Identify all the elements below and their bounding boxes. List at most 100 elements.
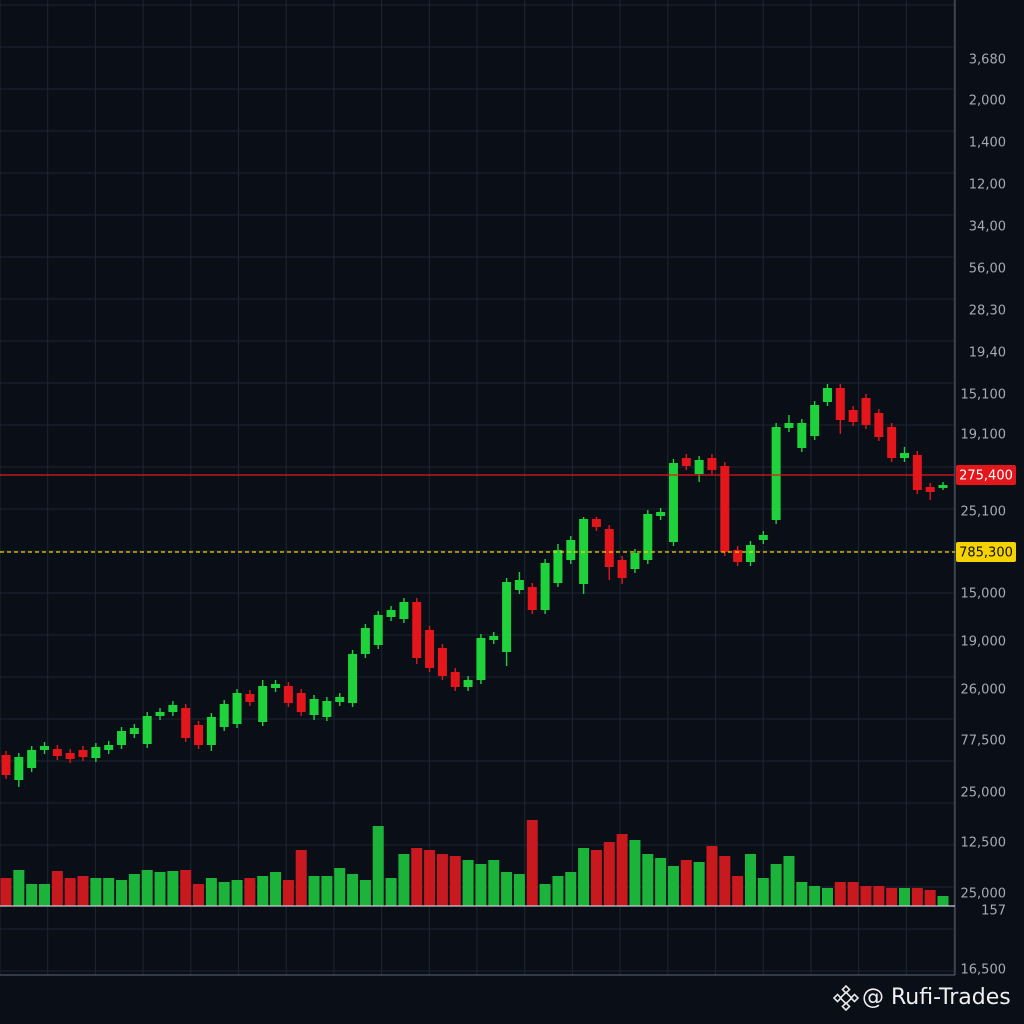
- volume-bar: [334, 868, 346, 906]
- candle-body: [707, 458, 717, 470]
- price-axis-label: 157: [981, 904, 1006, 919]
- candle-body: [733, 550, 743, 562]
- volume-bar: [501, 872, 513, 906]
- volume-bar: [590, 850, 602, 906]
- candle-body: [309, 699, 319, 715]
- candle-body: [65, 753, 75, 759]
- candle-body: [604, 529, 614, 567]
- volume-bar: [924, 890, 936, 906]
- price-axis-label: 16,500: [961, 963, 1007, 978]
- candle-body: [450, 672, 460, 687]
- candle-body: [694, 460, 704, 474]
- volume-bar: [26, 884, 38, 906]
- candle-body: [797, 423, 807, 448]
- candle-body: [899, 453, 909, 458]
- volume-bar: [0, 878, 12, 906]
- candle-body: [206, 717, 216, 745]
- volume-bar: [154, 872, 166, 906]
- candle-body: [283, 686, 293, 703]
- price-axis-label: 28,30: [969, 304, 1006, 319]
- candle-body: [553, 550, 563, 583]
- volume-bar: [757, 878, 769, 906]
- volume-bar: [308, 876, 320, 906]
- candle-body: [40, 746, 50, 750]
- candle-body: [258, 686, 268, 722]
- candle-body: [643, 514, 653, 560]
- candle-body: [335, 697, 345, 702]
- watermark-text: @ Rufi-Trades: [862, 985, 1011, 1010]
- volume-bar: [796, 882, 808, 906]
- candle-body: [104, 745, 114, 750]
- volume-bar: [834, 882, 846, 906]
- volume-bar: [526, 820, 538, 906]
- candle-body: [360, 628, 370, 654]
- candle-body: [232, 693, 242, 724]
- price-axis-label: 15,100: [961, 388, 1007, 403]
- candle-body: [78, 750, 88, 757]
- price-badge: [956, 542, 1016, 562]
- volume-bar: [744, 854, 756, 906]
- candle-body: [527, 587, 537, 610]
- candle-body: [489, 636, 499, 640]
- volume-bar: [693, 862, 705, 906]
- price-badge-label: 275,400: [959, 469, 1013, 484]
- candle-body: [322, 701, 332, 717]
- candle-body: [758, 535, 768, 540]
- volume-bar: [359, 880, 371, 906]
- volume-bar: [116, 880, 128, 906]
- price-axis-label: 15,000: [961, 587, 1007, 602]
- candle-body: [822, 388, 832, 402]
- candle-body: [861, 398, 871, 425]
- candle-body: [155, 712, 165, 716]
- price-badge: [956, 465, 1016, 485]
- volume-bar: [321, 876, 333, 906]
- candle-body: [912, 455, 922, 490]
- volume-bar: [141, 870, 153, 906]
- volume-bar: [475, 864, 487, 906]
- volume-bar: [886, 888, 898, 906]
- price-axis-label: 19,40: [969, 346, 1006, 361]
- volume-bar: [103, 878, 115, 906]
- candle-body: [219, 704, 229, 727]
- volume-bar: [398, 854, 410, 906]
- volume-bar: [578, 848, 590, 906]
- volume-bar: [411, 848, 423, 906]
- volume-bar: [706, 846, 718, 906]
- candle-body: [296, 693, 306, 712]
- candle-body: [668, 463, 678, 542]
- volume-bar: [655, 858, 667, 906]
- volume-bar: [911, 888, 923, 906]
- volume-bar: [616, 834, 628, 906]
- price-axis-label: 25,000: [961, 887, 1007, 902]
- volume-bar: [270, 872, 282, 906]
- volume-bar: [295, 850, 307, 906]
- watermark-icon: [832, 984, 860, 1012]
- volume-bar: [385, 878, 397, 906]
- candle-body: [117, 731, 127, 745]
- volume-bar: [873, 886, 885, 906]
- candle-body: [425, 630, 435, 668]
- volume-bar: [680, 860, 692, 906]
- candle-body: [745, 545, 755, 562]
- volume-bar: [552, 876, 564, 906]
- volume-bar: [167, 871, 179, 906]
- candle-body: [771, 427, 781, 520]
- candle-body: [1, 755, 11, 775]
- volume-bar: [937, 896, 949, 906]
- candle-body: [142, 716, 152, 744]
- volume-bar: [667, 866, 679, 906]
- candle-body: [656, 512, 666, 516]
- volume-bar: [539, 884, 551, 906]
- volume-bar: [244, 878, 256, 906]
- candle-body: [348, 654, 358, 703]
- volume-bar: [770, 864, 782, 906]
- volume-bar: [282, 880, 294, 906]
- volume-bar: [90, 878, 102, 906]
- candle-body: [476, 638, 486, 680]
- candle-body: [887, 427, 897, 458]
- volume-bar: [193, 884, 205, 906]
- candle-body: [168, 705, 178, 712]
- candle-body: [412, 602, 422, 658]
